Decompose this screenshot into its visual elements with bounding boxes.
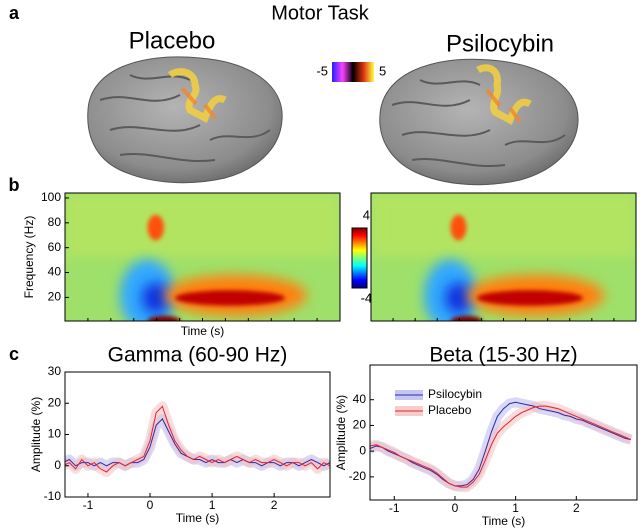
spectrogram-bg (65, 193, 340, 257)
colorbar-label: 5 (379, 63, 386, 78)
blob (450, 315, 483, 321)
colorbar (332, 62, 374, 82)
y-axis-label: Amplitude (%) (29, 397, 43, 472)
y-tick-label: 20 (353, 418, 367, 432)
y-tick-label: 0 (359, 443, 366, 457)
y-tick-label: -20 (349, 469, 367, 483)
axes-box (64, 371, 331, 498)
x-tick-label: 0 (147, 498, 154, 512)
spectrogram (65, 193, 340, 321)
colorbar-label: -5 (316, 63, 328, 78)
plot-area (370, 397, 633, 493)
chart-title: Beta (15-30 Hz) (429, 344, 577, 367)
colorbar (351, 227, 368, 289)
blob (445, 282, 472, 314)
brain-image (379, 58, 579, 186)
y-tick-label: 40 (353, 392, 367, 406)
x-tick-label: 2 (271, 498, 278, 512)
y-axis-label: Frequency (Hz) (22, 216, 36, 299)
y-tick-label: 10 (48, 427, 62, 441)
legend-label: Placebo (428, 403, 472, 417)
brain-image (87, 56, 283, 184)
y-tick-label: 20 (48, 395, 62, 409)
x-tick-label: 2 (573, 501, 580, 515)
y-tick-label: 60 (48, 240, 62, 254)
legend-label: Psilocybin (428, 387, 482, 401)
y-tick-label: 0 (54, 458, 61, 472)
line (370, 405, 632, 488)
blob (477, 290, 583, 306)
x-tick-label: 1 (512, 501, 519, 515)
brain-title: Psilocybin (446, 30, 554, 57)
panel-label: b (9, 175, 20, 195)
x-tick-label: 1 (209, 498, 216, 512)
x-axis-label: Time (s) (482, 514, 526, 528)
chart-title: Gamma (60-90 Hz) (108, 344, 288, 367)
panel-label: c (9, 344, 19, 364)
y-tick-label: 40 (48, 265, 62, 279)
x-tick-label: -1 (83, 498, 94, 512)
y-tick-label: 100 (41, 190, 61, 204)
blob (147, 214, 164, 241)
figure-title: Motor Task (271, 2, 369, 24)
y-axis-label: Amplitude (%) (334, 395, 348, 470)
axes-box (369, 364, 638, 501)
line (370, 401, 632, 487)
blob (147, 315, 181, 321)
panel-label: a (9, 3, 20, 23)
y-tick-label: 80 (48, 215, 62, 229)
blob (175, 290, 285, 306)
y-tick-label: 20 (48, 290, 62, 304)
x-tick-label: 0 (452, 501, 459, 515)
line (65, 418, 330, 467)
blob (450, 214, 467, 241)
x-tick-label: -1 (389, 501, 400, 515)
line (65, 405, 330, 473)
spectrogram (371, 193, 636, 321)
y-tick-label: -10 (44, 489, 62, 503)
x-axis-label: Time (s) (181, 324, 225, 338)
plot-area (65, 401, 330, 477)
x-axis-label: Time (s) (176, 511, 220, 525)
brain-title: Placebo (129, 27, 216, 54)
blob (142, 282, 170, 314)
spectrogram-bg (371, 193, 636, 257)
y-tick-label: 30 (48, 364, 62, 378)
